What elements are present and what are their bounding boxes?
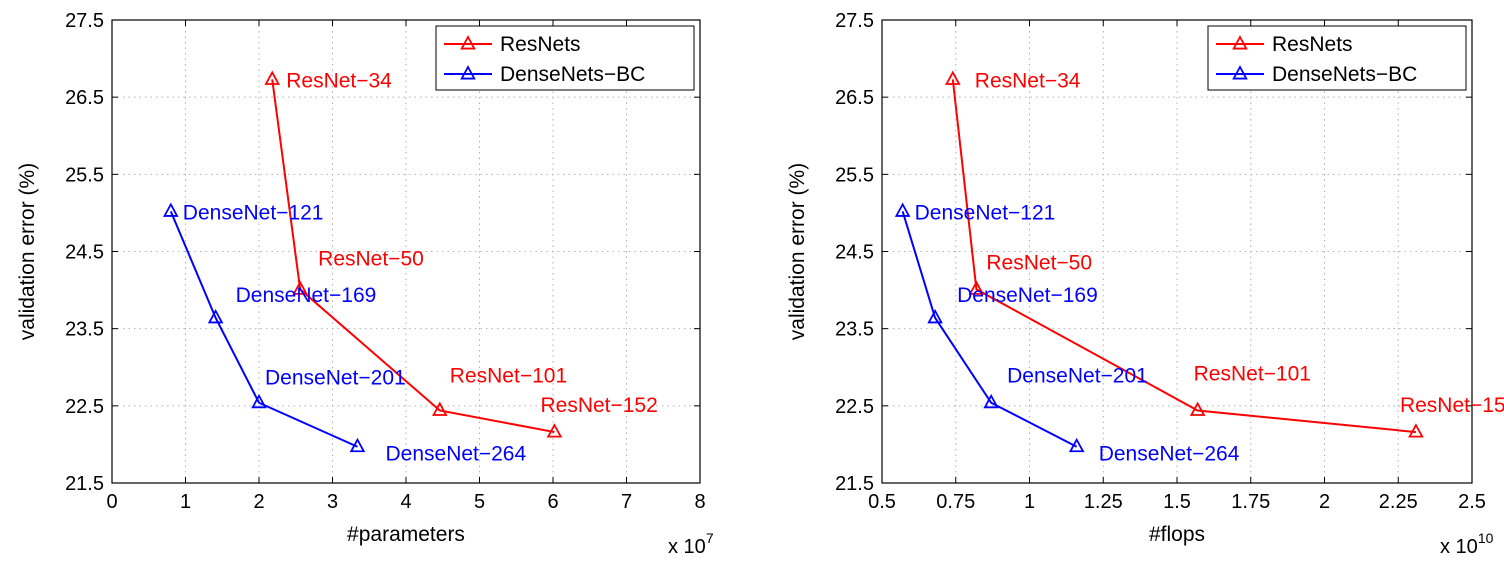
x-tick-label: 2 bbox=[1319, 491, 1330, 513]
series-line bbox=[901, 211, 1078, 448]
data-point-label: ResNet−50 bbox=[986, 251, 1092, 274]
data-point-marker bbox=[894, 202, 911, 217]
x-tick-label: 0 bbox=[106, 491, 117, 513]
data-point-label: DenseNet−201 bbox=[1007, 365, 1148, 388]
x-axis-multiplier: x 1010 bbox=[1440, 530, 1494, 558]
plot-parameters: 0 1 2 3 4 5 6 7 8 21.5 22.5 23.5 24.5 25.5 26.5 27.5 #pa… bbox=[16, 10, 714, 558]
y-tick-label: 27.5 bbox=[835, 10, 874, 32]
y-tick-label: 22.5 bbox=[65, 396, 104, 418]
data-point-marker bbox=[207, 308, 224, 324]
legend-box bbox=[435, 25, 695, 91]
data-point-label: DenseNet−264 bbox=[385, 443, 526, 466]
data-point-label: ResNet−101 bbox=[450, 364, 567, 387]
data-point-label: DenseNet−201 bbox=[265, 367, 406, 390]
x-tick-label: 0.5 bbox=[868, 491, 896, 513]
data-point-label: ResNet−152 bbox=[540, 394, 657, 417]
data-point-label: DenseNet−169 bbox=[236, 284, 377, 307]
y-tick-label: 21.5 bbox=[65, 473, 104, 495]
data-point-marker bbox=[927, 308, 943, 324]
legend-box bbox=[1207, 25, 1467, 91]
data-point-marker bbox=[1068, 437, 1085, 453]
y-tick-label: 24.5 bbox=[835, 242, 874, 264]
x-tick-label: 2 bbox=[253, 491, 264, 513]
y-axis-label: validation error (%) bbox=[786, 163, 809, 340]
y-tick-label: 25.5 bbox=[65, 164, 104, 186]
data-point-label: ResNet−34 bbox=[286, 69, 392, 92]
x-tick-label: 2.25 bbox=[1379, 491, 1418, 513]
x-axis-multiplier-exponent: 7 bbox=[706, 530, 714, 546]
x-tick-label: 5 bbox=[474, 491, 485, 513]
data-point-label: ResNet−101 bbox=[1194, 362, 1311, 385]
data-point-marker bbox=[968, 280, 985, 295]
y-axis-label: validation error (%) bbox=[16, 163, 39, 340]
x-tick-label: 3 bbox=[327, 491, 338, 513]
x-tick-label: 1 bbox=[180, 491, 191, 513]
y-tick-label: 23.5 bbox=[65, 319, 104, 341]
x-axis-label: #parameters bbox=[347, 523, 465, 546]
x-axis-label: #flops bbox=[1149, 523, 1205, 546]
y-tick-label: 22.5 bbox=[835, 396, 874, 418]
data-point-label: DenseNet−169 bbox=[957, 284, 1098, 307]
legend-label: ResNets bbox=[500, 33, 581, 56]
legend-marker bbox=[1232, 65, 1248, 80]
x-tick-label: 7 bbox=[621, 491, 632, 513]
y-tick-label: 27.5 bbox=[65, 10, 104, 32]
y-tick-label: 21.5 bbox=[835, 473, 874, 495]
x-tick-label: 8 bbox=[694, 491, 705, 513]
x-axis-multiplier-exponent: 10 bbox=[1478, 530, 1494, 546]
data-point-marker bbox=[431, 401, 448, 416]
x-tick-label: 4 bbox=[400, 491, 411, 513]
x-axis-multiplier-base: x 10 bbox=[668, 536, 706, 558]
data-point-marker bbox=[983, 393, 999, 409]
data-point-marker bbox=[1408, 423, 1424, 438]
x-tick-label: 1 bbox=[1024, 491, 1035, 513]
x-tick-label: 0.75 bbox=[936, 491, 975, 513]
x-tick-label: 1.25 bbox=[1084, 491, 1123, 513]
data-point-marker bbox=[1189, 401, 1206, 416]
legend-marker bbox=[460, 35, 476, 50]
data-point-marker bbox=[292, 280, 308, 295]
data-point-label: DenseNet−264 bbox=[1099, 443, 1240, 466]
x-tick-label: 1.75 bbox=[1231, 491, 1270, 513]
data-point-label: ResNet−34 bbox=[975, 69, 1081, 92]
data-point-marker bbox=[349, 437, 366, 453]
data-point-label: ResNet−50 bbox=[318, 247, 424, 270]
legend-label: DenseNets−BC bbox=[500, 63, 645, 86]
y-tick-label: 23.5 bbox=[835, 319, 874, 341]
y-tick-label: 26.5 bbox=[835, 87, 874, 109]
x-tick-label: 1.5 bbox=[1163, 491, 1191, 513]
data-point-marker bbox=[546, 423, 563, 438]
data-point-marker bbox=[264, 70, 281, 85]
data-point-label: DenseNet−121 bbox=[183, 201, 324, 224]
data-point-marker bbox=[251, 393, 267, 409]
data-point-marker bbox=[162, 202, 179, 217]
data-point-marker bbox=[944, 70, 961, 85]
data-point-label: ResNet−152 bbox=[1400, 394, 1504, 417]
plot-flops: 0.5 0.75 1 1.25 1.5 1.75 2 2.25 2.5 21.5 22.5 23.5 2… bbox=[786, 10, 1504, 558]
y-tick-label: 26.5 bbox=[65, 87, 104, 109]
legend-marker bbox=[1232, 35, 1248, 50]
x-axis-multiplier: x 107 bbox=[668, 530, 714, 558]
series-line bbox=[271, 79, 555, 434]
data-point-label: DenseNet−121 bbox=[915, 201, 1056, 224]
x-tick-label: 2.5 bbox=[1458, 491, 1486, 513]
legend-label: ResNets bbox=[1272, 33, 1353, 56]
series-line bbox=[951, 79, 1417, 434]
x-tick-label: 6 bbox=[547, 491, 558, 513]
legend-marker bbox=[460, 65, 476, 80]
x-axis-multiplier-base: x 10 bbox=[1440, 536, 1478, 558]
legend-label: DenseNets−BC bbox=[1272, 63, 1417, 86]
series-line bbox=[169, 210, 358, 448]
y-tick-label: 24.5 bbox=[65, 242, 104, 264]
y-tick-label: 25.5 bbox=[835, 164, 874, 186]
